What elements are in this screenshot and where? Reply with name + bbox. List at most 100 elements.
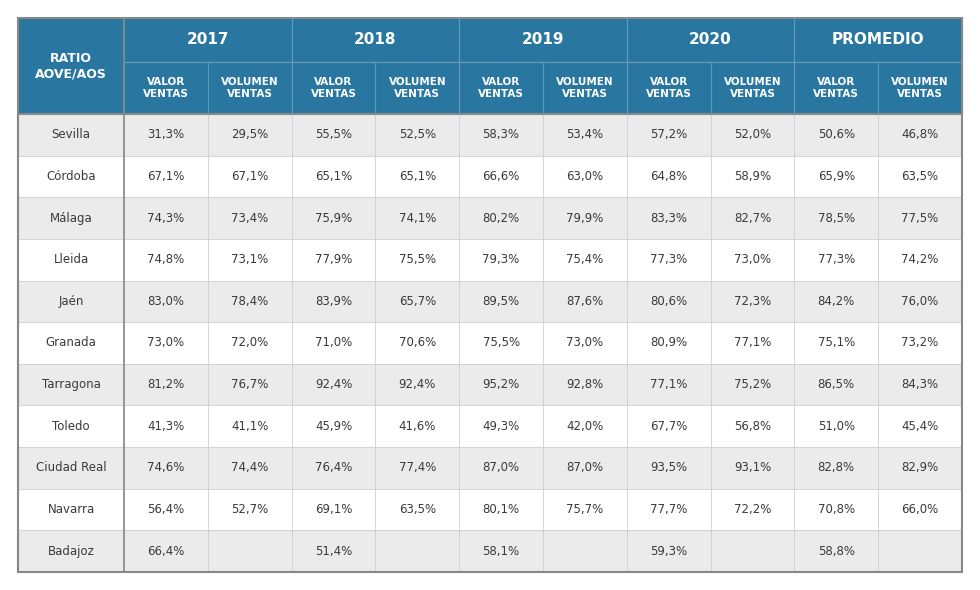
- Bar: [292, 364, 375, 405]
- Text: 63,5%: 63,5%: [902, 170, 939, 183]
- Bar: [124, 447, 208, 489]
- Bar: [124, 405, 208, 447]
- Text: 56,4%: 56,4%: [147, 503, 184, 516]
- Text: VOLUMEN
VENTAS: VOLUMEN VENTAS: [891, 77, 949, 99]
- Text: Granada: Granada: [45, 336, 96, 349]
- Text: 63,0%: 63,0%: [566, 170, 604, 183]
- Text: 77,5%: 77,5%: [902, 212, 939, 225]
- Bar: [18, 281, 124, 322]
- Text: 77,9%: 77,9%: [315, 253, 352, 266]
- Bar: [18, 447, 124, 489]
- Text: 83,0%: 83,0%: [147, 295, 184, 308]
- Bar: [627, 489, 710, 530]
- Bar: [18, 114, 124, 156]
- Text: 79,9%: 79,9%: [566, 212, 604, 225]
- Bar: [627, 322, 710, 364]
- Text: 77,3%: 77,3%: [817, 253, 855, 266]
- Text: 67,1%: 67,1%: [147, 170, 184, 183]
- Text: 57,2%: 57,2%: [650, 128, 687, 142]
- Text: 51,0%: 51,0%: [817, 419, 855, 433]
- Bar: [460, 156, 543, 197]
- Text: 58,1%: 58,1%: [482, 545, 519, 558]
- Text: VOLUMEN
VENTAS: VOLUMEN VENTAS: [723, 77, 781, 99]
- Text: 66,4%: 66,4%: [147, 545, 184, 558]
- Text: VALOR
VENTAS: VALOR VENTAS: [478, 77, 524, 99]
- Bar: [878, 239, 962, 281]
- Text: VOLUMEN
VENTAS: VOLUMEN VENTAS: [388, 77, 446, 99]
- Bar: [543, 281, 627, 322]
- Bar: [124, 156, 208, 197]
- Text: 67,7%: 67,7%: [650, 419, 687, 433]
- Text: Badajoz: Badajoz: [48, 545, 94, 558]
- Bar: [124, 114, 208, 156]
- Text: 75,4%: 75,4%: [566, 253, 604, 266]
- Text: 77,1%: 77,1%: [734, 336, 771, 349]
- Text: 80,2%: 80,2%: [482, 212, 519, 225]
- Bar: [878, 364, 962, 405]
- Text: 59,3%: 59,3%: [650, 545, 687, 558]
- Bar: [543, 156, 627, 197]
- Bar: [460, 114, 543, 156]
- Bar: [627, 18, 795, 62]
- Text: 74,3%: 74,3%: [147, 212, 184, 225]
- Bar: [710, 530, 795, 572]
- Bar: [543, 405, 627, 447]
- Bar: [460, 489, 543, 530]
- Text: 58,9%: 58,9%: [734, 170, 771, 183]
- Text: 72,0%: 72,0%: [231, 336, 269, 349]
- Bar: [543, 364, 627, 405]
- Bar: [627, 530, 710, 572]
- Text: Málaga: Málaga: [50, 212, 92, 225]
- Bar: [878, 197, 962, 239]
- Text: 87,6%: 87,6%: [566, 295, 604, 308]
- Text: 86,5%: 86,5%: [817, 378, 855, 391]
- Bar: [543, 114, 627, 156]
- Text: 52,5%: 52,5%: [399, 128, 436, 142]
- Text: 95,2%: 95,2%: [482, 378, 519, 391]
- Bar: [208, 489, 292, 530]
- Text: 79,3%: 79,3%: [482, 253, 519, 266]
- Bar: [124, 281, 208, 322]
- Bar: [627, 62, 710, 114]
- Text: 52,0%: 52,0%: [734, 128, 771, 142]
- Text: 74,1%: 74,1%: [399, 212, 436, 225]
- Bar: [208, 405, 292, 447]
- Bar: [18, 364, 124, 405]
- Bar: [543, 447, 627, 489]
- Text: 42,0%: 42,0%: [566, 419, 604, 433]
- Text: 74,8%: 74,8%: [147, 253, 184, 266]
- Bar: [878, 447, 962, 489]
- Bar: [375, 281, 460, 322]
- Text: Toledo: Toledo: [52, 419, 90, 433]
- Text: 2017: 2017: [186, 32, 229, 48]
- Text: 76,7%: 76,7%: [231, 378, 269, 391]
- Text: 92,4%: 92,4%: [315, 378, 352, 391]
- Text: 29,5%: 29,5%: [231, 128, 269, 142]
- Text: Navarra: Navarra: [47, 503, 95, 516]
- Bar: [543, 239, 627, 281]
- Bar: [710, 322, 795, 364]
- Text: Sevilla: Sevilla: [52, 128, 90, 142]
- Bar: [460, 364, 543, 405]
- Bar: [208, 447, 292, 489]
- Text: VOLUMEN
VENTAS: VOLUMEN VENTAS: [220, 77, 278, 99]
- Text: 73,0%: 73,0%: [147, 336, 184, 349]
- Bar: [795, 239, 878, 281]
- Text: RATIO
AOVE/AOS: RATIO AOVE/AOS: [35, 52, 107, 80]
- Text: 75,2%: 75,2%: [734, 378, 771, 391]
- Bar: [627, 114, 710, 156]
- Bar: [543, 489, 627, 530]
- Text: 75,7%: 75,7%: [566, 503, 604, 516]
- Text: 41,3%: 41,3%: [147, 419, 184, 433]
- Bar: [292, 114, 375, 156]
- Text: 82,7%: 82,7%: [734, 212, 771, 225]
- Text: Córdoba: Córdoba: [46, 170, 96, 183]
- Text: 52,7%: 52,7%: [231, 503, 269, 516]
- Text: 89,5%: 89,5%: [482, 295, 519, 308]
- Bar: [795, 114, 878, 156]
- Bar: [710, 281, 795, 322]
- Text: 45,9%: 45,9%: [315, 419, 352, 433]
- Bar: [124, 364, 208, 405]
- Bar: [710, 405, 795, 447]
- Bar: [795, 405, 878, 447]
